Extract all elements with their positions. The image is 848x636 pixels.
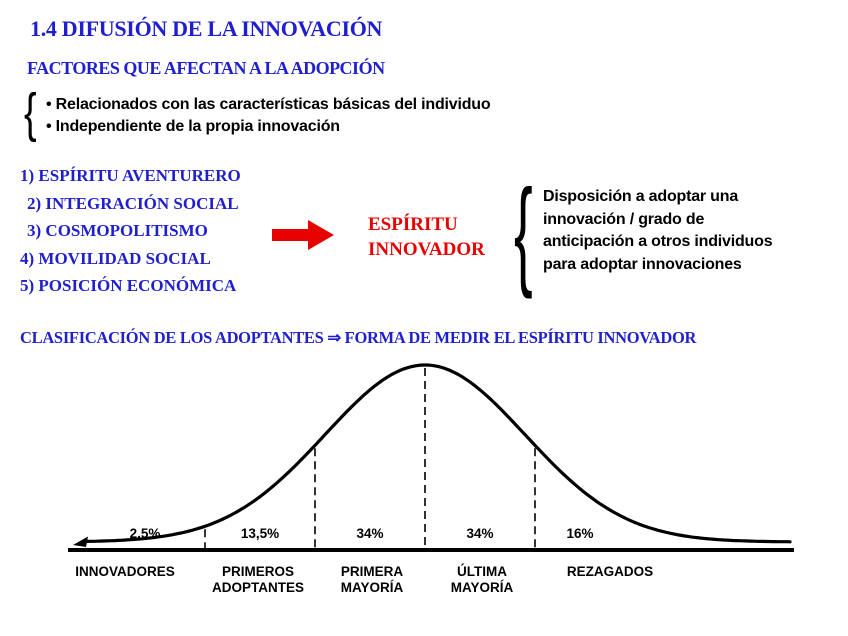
- definition-line: innovación / grado de: [543, 210, 705, 228]
- list-item: 5) POSICIÓN ECONÓMICA: [20, 276, 237, 295]
- percent-label: 2,5%: [129, 526, 161, 541]
- classification-heading: CLASIFICACIÓN DE LOS ADOPTANTES ⇒ FORMA …: [20, 328, 697, 347]
- percent-label: 13,5%: [240, 526, 280, 541]
- bullet-item: • Independiente de la propia innovación: [46, 118, 340, 135]
- percent-label: 34%: [466, 526, 494, 541]
- spirit-line: ESPÍRITU: [368, 214, 458, 235]
- definition-line: Disposición a adoptar una: [543, 188, 739, 205]
- right-brace-glyph: {: [514, 164, 533, 300]
- bell-curve: [83, 363, 792, 544]
- spirit-definition: Disposición a adoptar una innovación / g…: [543, 186, 773, 276]
- percent-label: 34%: [356, 526, 384, 541]
- category-label: REZAGADOS: [566, 564, 654, 579]
- innovative-spirit-label: ESPÍRITU INNOVADOR: [368, 212, 485, 262]
- arrow-head: [308, 220, 334, 250]
- page-title: 1.4 DIFUSIÓN DE LA INNOVACIÓN: [30, 16, 383, 41]
- list-item: 1) ESPÍRITU AVENTURERO: [20, 166, 241, 185]
- list-item: 3) COSMOPOLITISMO: [27, 221, 208, 240]
- category-label: ÚLTIMA MAYORÍA: [450, 564, 514, 595]
- definition-line: anticipación a otros individuos: [543, 233, 773, 250]
- curve-left-arrowhead: [73, 536, 88, 547]
- percent-label: 16%: [566, 526, 594, 541]
- arrow-shaft: [272, 229, 309, 241]
- factors-bullet-list: • Relacionados con las características b…: [46, 94, 491, 138]
- left-brace-glyph: {: [24, 83, 37, 143]
- factors-heading: FACTORES QUE AFECTAN A LA ADOPCIÓN: [27, 58, 385, 78]
- definition-line: para adoptar innovaciones: [543, 255, 742, 273]
- bell-curve-figure: [68, 363, 794, 552]
- factors-numbered-list: 1) ESPÍRITU AVENTURERO 2) INTEGRACIÓN SO…: [20, 162, 241, 300]
- bullet-item: • Relacionados con las características b…: [46, 96, 491, 113]
- list-item: 4) MOVILIDAD SOCIAL: [20, 248, 211, 268]
- category-label: PRIMEROS ADOPTANTES: [211, 564, 304, 595]
- category-label: PRIMERA MAYORÍA: [340, 564, 404, 595]
- list-item: 2) INTEGRACIÓN SOCIAL: [27, 193, 239, 213]
- category-label: INNOVADORES: [75, 564, 175, 579]
- spirit-line: INNOVADOR: [368, 239, 485, 260]
- right-arrow-icon: [272, 220, 334, 250]
